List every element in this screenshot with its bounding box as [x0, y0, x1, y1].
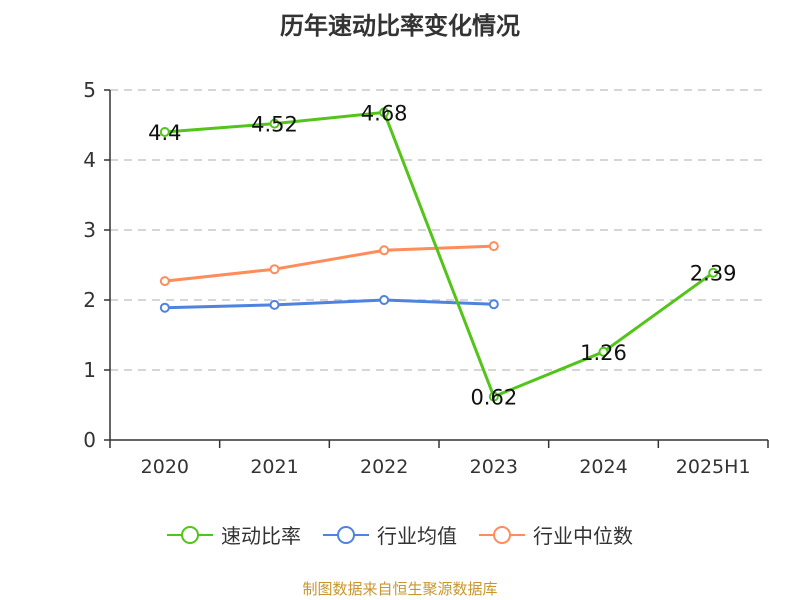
legend-label: 行业均值	[377, 524, 457, 548]
data-label: 4.68	[361, 101, 408, 125]
legend-label: 行业中位数	[533, 524, 633, 548]
y-tick-label: 0	[83, 428, 96, 452]
legend-item-industry-median[interactable]: 行业中位数	[479, 520, 633, 549]
y-tick-label: 4	[83, 148, 96, 172]
data-label: 0.62	[470, 386, 517, 410]
line-chart: 0 1 2 3 4 5 2020 2021 2022 2023 2024 2025H1 4.4 4.52 4…	[83, 78, 769, 478]
x-tick-label: 2022	[360, 456, 408, 478]
y-tick-label: 1	[83, 358, 96, 382]
x-tick-label: 2025H1	[676, 456, 751, 478]
legend-label: 速动比率	[221, 524, 301, 548]
data-point[interactable]	[379, 107, 390, 118]
y-tick-label: 2	[83, 288, 96, 312]
data-point[interactable]	[598, 346, 609, 357]
y-tick-label: 5	[83, 78, 96, 102]
legend-item-quick-ratio[interactable]: 速动比率	[167, 520, 301, 549]
legend-line-marker-icon	[479, 525, 525, 544]
data-point[interactable]	[379, 295, 390, 305]
x-tick-label: 2021	[250, 456, 298, 478]
data-point[interactable]	[269, 299, 280, 310]
legend: 速动比率 行业均值 行业中位数	[0, 520, 800, 549]
legend-item-industry-average[interactable]: 行业均值	[323, 520, 457, 549]
data-source-note: 制图数据来自恒生聚源数据库	[302, 580, 498, 598]
series-line	[164, 110, 715, 399]
data-label: 1.26	[580, 341, 627, 365]
series-line	[164, 244, 494, 283]
data-label: 4.4	[148, 121, 181, 145]
data-point[interactable]	[488, 241, 499, 252]
data-point[interactable]	[488, 299, 499, 310]
data-point[interactable]	[159, 276, 170, 287]
data-point[interactable]	[488, 391, 499, 402]
data-point[interactable]	[269, 118, 280, 129]
y-tick-label: 3	[83, 218, 96, 242]
legend-line-marker-icon	[323, 525, 369, 544]
data-label: 4.52	[251, 113, 298, 137]
x-tick-label: 2024	[579, 456, 627, 478]
data-point[interactable]	[269, 264, 280, 275]
x-tick-label: 2020	[141, 456, 189, 478]
x-tick-label: 2023	[470, 456, 518, 478]
data-label: 2.39	[690, 262, 737, 286]
legend-line-marker-icon	[167, 525, 213, 544]
data-point[interactable]	[159, 302, 170, 313]
data-point[interactable]	[159, 127, 170, 137]
series-line	[164, 298, 494, 310]
chart-title: 历年速动比率变化情况	[280, 12, 520, 40]
data-point[interactable]	[379, 245, 390, 256]
data-point[interactable]	[708, 267, 719, 278]
